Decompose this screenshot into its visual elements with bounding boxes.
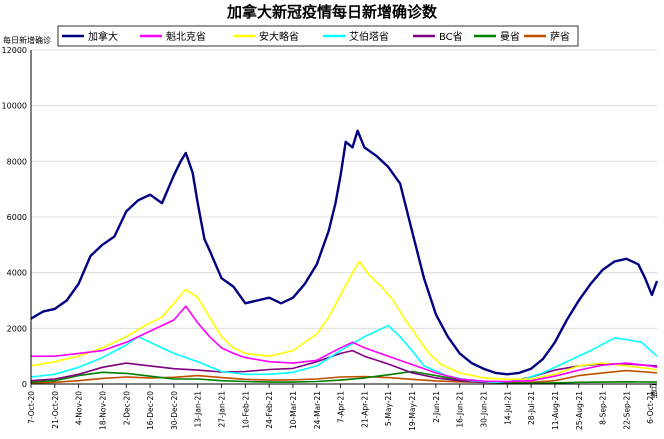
x-tick-label-15: 5-May-21 bbox=[384, 391, 393, 426]
x-tick-labels: 7-Oct-20 21-Oct-20 4-Nov-20 18-Nov-20 2-Dec-… bbox=[27, 391, 655, 431]
series-line-6 bbox=[30, 369, 658, 384]
x-tick-label-11: 10-Mar-21 bbox=[289, 391, 298, 429]
x-tick-label-24: 8-Sep-21 bbox=[599, 391, 608, 425]
x-tick-label-6: 30-Dec-20 bbox=[170, 391, 179, 430]
y-tick-label-0: 0 bbox=[22, 380, 27, 389]
legend-label-5: 曼省 bbox=[500, 30, 520, 43]
x-tick-label-13: 7-Apr-21 bbox=[337, 391, 346, 423]
y-tick-label-6000: 6000 bbox=[7, 213, 27, 222]
x-tick-label-1: 21-Oct-20 bbox=[51, 391, 60, 429]
legend-label-4: BC省 bbox=[439, 30, 463, 43]
chart-title: 加拿大新冠疫情每日新增确诊数 bbox=[226, 3, 438, 21]
x-tick-label-12: 24-Mar-21 bbox=[313, 391, 322, 429]
y-tick-label-12000: 12000 bbox=[2, 46, 27, 55]
legend-label-6: 萨省 bbox=[550, 30, 570, 43]
x-tick-label-4: 2-Dec-20 bbox=[122, 391, 131, 425]
x-tick-label-22: 11-Aug-21 bbox=[551, 391, 560, 430]
legend-label-1: 魁北克省 bbox=[166, 30, 206, 43]
legend-label-2: 安大略省 bbox=[259, 30, 299, 43]
x-tick-label-23: 25-Aug-21 bbox=[575, 391, 584, 430]
x-tick-label-3: 18-Nov-20 bbox=[98, 391, 107, 430]
x-tick-label-14: 21-Apr-21 bbox=[360, 391, 369, 428]
y-tick-labels: 0 2000 4000 6000 8000 10000 12000 bbox=[2, 46, 27, 389]
x-tick-label-17: 2-Jun-21 bbox=[432, 391, 441, 423]
y-tick-label-8000: 8000 bbox=[7, 157, 27, 166]
x-tick-label-20: 14-Jul-21 bbox=[503, 391, 512, 425]
series-line-1 bbox=[31, 305, 658, 383]
legend: 加拿大 魁北克省 安大略省 艾伯塔省 BC省 曼省 萨省 bbox=[57, 25, 579, 47]
x-tick-label-5: 16-Dec-20 bbox=[146, 391, 155, 430]
legend-label-3: 艾伯塔省 bbox=[349, 30, 389, 43]
x-tick-label-7: 13-Jan-21 bbox=[194, 391, 203, 428]
series-line-0 bbox=[30, 129, 659, 376]
series-lines bbox=[30, 129, 659, 384]
legend-box bbox=[57, 25, 579, 47]
x-tick-label-25: 22-Sep-21 bbox=[622, 391, 631, 430]
series-line-3 bbox=[30, 324, 658, 384]
x-tick-label-2: 4-Nov-20 bbox=[75, 391, 84, 425]
x-tick-label-8: 27-Jan-21 bbox=[218, 391, 227, 428]
x-tick-label-10: 24-Feb-21 bbox=[265, 391, 274, 429]
grid-lines bbox=[31, 49, 657, 329]
series-line-2 bbox=[30, 260, 658, 381]
x-tick-label-26: 6-Oct-21 bbox=[646, 391, 655, 424]
y-axis-label: 每日新增确诊 bbox=[3, 35, 51, 45]
x-axis-label: 日期 bbox=[650, 384, 658, 399]
legend-label-0: 加拿大 bbox=[88, 30, 118, 43]
y-tick-label-10000: 10000 bbox=[2, 102, 27, 111]
y-tick-label-2000: 2000 bbox=[7, 324, 27, 333]
x-tick-label-0: 7-Oct-20 bbox=[27, 391, 36, 424]
series-line-5 bbox=[30, 370, 658, 384]
y-tick-label-4000: 4000 bbox=[7, 269, 27, 278]
x-tick-label-9: 10-Feb-21 bbox=[241, 391, 250, 429]
axes bbox=[30, 50, 657, 388]
x-tick-label-16: 19-May-21 bbox=[408, 391, 417, 431]
x-tick-label-19: 30-Jun-21 bbox=[479, 391, 488, 428]
x-tick-label-21: 28-Jul-21 bbox=[527, 391, 536, 425]
x-tick-label-18: 16-Jun-21 bbox=[456, 391, 465, 428]
